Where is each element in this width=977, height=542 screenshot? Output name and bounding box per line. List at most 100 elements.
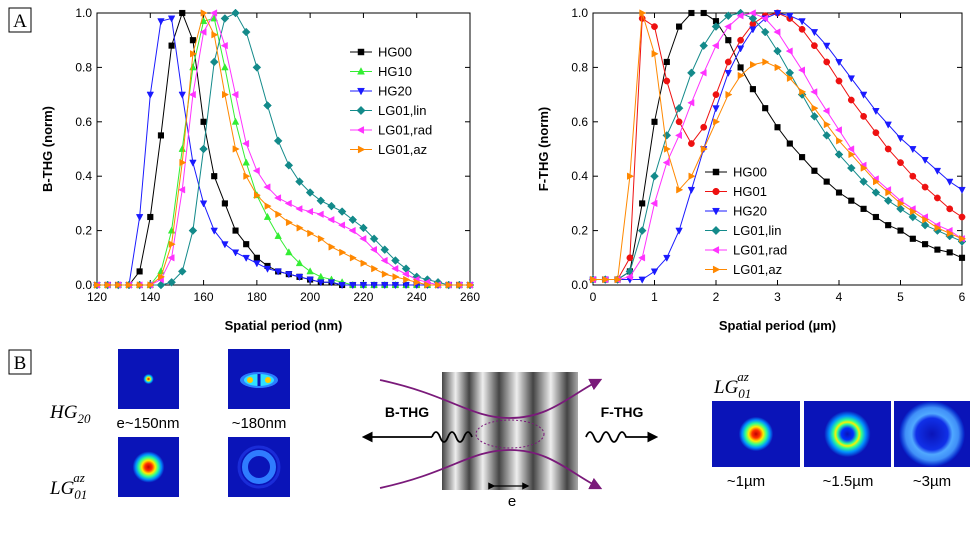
marker [909, 207, 917, 216]
marker [189, 159, 197, 167]
legend-swatch-marker [712, 207, 720, 216]
x-tick-label: 180 [247, 290, 267, 304]
marker [786, 140, 793, 147]
marker [909, 146, 917, 154]
marker [638, 254, 646, 262]
marker [934, 194, 941, 202]
x-tick-label: 160 [194, 290, 214, 304]
mode-label-main: HG [49, 402, 78, 423]
marker [200, 118, 207, 125]
legend: HG00 HG01 HG20 LG01,lin LG01,rad LG01,az [705, 165, 787, 277]
marker [748, 9, 756, 17]
legend-label: HG10 [378, 64, 412, 79]
marker [296, 224, 304, 232]
marker [295, 205, 303, 213]
x-tick-label: 140 [140, 290, 160, 304]
y-tick-label: 0.6 [75, 115, 92, 129]
marker [860, 164, 868, 172]
marker [859, 91, 868, 99]
caption: e~150nm [117, 415, 180, 432]
marker [883, 196, 893, 205]
legend-label: LG01,lin [378, 103, 426, 118]
marker [231, 90, 239, 99]
marker [897, 227, 904, 234]
x-tick-label: 220 [353, 290, 373, 304]
legend-swatch-marker [711, 246, 720, 254]
marker [188, 90, 196, 99]
charts: 120 140 160 180 200 220 240 2600.00.20.40.60.81… [40, 6, 967, 333]
marker [933, 167, 942, 175]
marker [676, 23, 683, 30]
marker [348, 226, 356, 235]
marker [252, 167, 260, 175]
marker [157, 18, 165, 26]
marker [136, 268, 143, 275]
marker [316, 210, 324, 218]
marker [711, 22, 721, 31]
marker [650, 268, 659, 276]
marker [274, 268, 282, 276]
marker [688, 140, 695, 147]
marker [381, 270, 389, 278]
marker [178, 186, 186, 194]
panel-label-text: A [13, 11, 27, 32]
marker [147, 213, 154, 221]
beam-edge [379, 449, 603, 490]
marker [736, 12, 744, 20]
marker [158, 273, 166, 281]
marker [639, 9, 647, 17]
marker [445, 281, 453, 289]
marker [663, 145, 671, 153]
marker [348, 215, 358, 225]
legend-swatch-marker [357, 67, 365, 75]
legend-label: HG01 [733, 184, 767, 199]
marker [651, 50, 659, 58]
marker [773, 46, 782, 56]
marker [896, 135, 905, 143]
marker [920, 220, 930, 230]
marker [316, 196, 326, 205]
marker [823, 58, 831, 66]
marker [724, 22, 732, 31]
marker [179, 158, 187, 167]
mode-label-main: LG [713, 377, 739, 398]
marker [199, 28, 207, 36]
marker [934, 246, 941, 253]
legend-swatch-marker [712, 265, 721, 274]
mode-image-ring [242, 450, 276, 484]
marker [737, 64, 744, 71]
beam-edge [379, 378, 603, 419]
marker [650, 171, 659, 181]
marker [231, 117, 240, 125]
marker [921, 183, 929, 191]
marker [317, 279, 325, 287]
caption: ~180nm [232, 415, 287, 432]
marker [327, 279, 336, 287]
marker [909, 172, 917, 180]
marker [285, 248, 293, 256]
legend-swatch-marker [357, 87, 365, 96]
marker [370, 282, 378, 290]
x-tick-label: 2 [713, 290, 720, 304]
mode-label: HG20 [49, 402, 91, 426]
marker [885, 222, 892, 229]
marker [369, 245, 377, 254]
marker [328, 243, 336, 251]
marker [317, 235, 325, 243]
marker [317, 272, 325, 280]
marker [639, 200, 646, 207]
marker [435, 281, 443, 289]
focus-volume [475, 419, 545, 449]
marker [179, 9, 186, 17]
marker [307, 229, 315, 238]
marker [921, 156, 929, 165]
legend-swatch-marker [711, 225, 721, 236]
marker [637, 226, 647, 235]
mode-image-donut [118, 437, 179, 497]
marker [94, 281, 102, 289]
mode-label: LG01 az [713, 369, 751, 401]
mode-label-sub: 01 [74, 487, 87, 502]
caption: ~1µm [727, 473, 765, 490]
marker [835, 59, 843, 67]
marker [834, 126, 842, 134]
